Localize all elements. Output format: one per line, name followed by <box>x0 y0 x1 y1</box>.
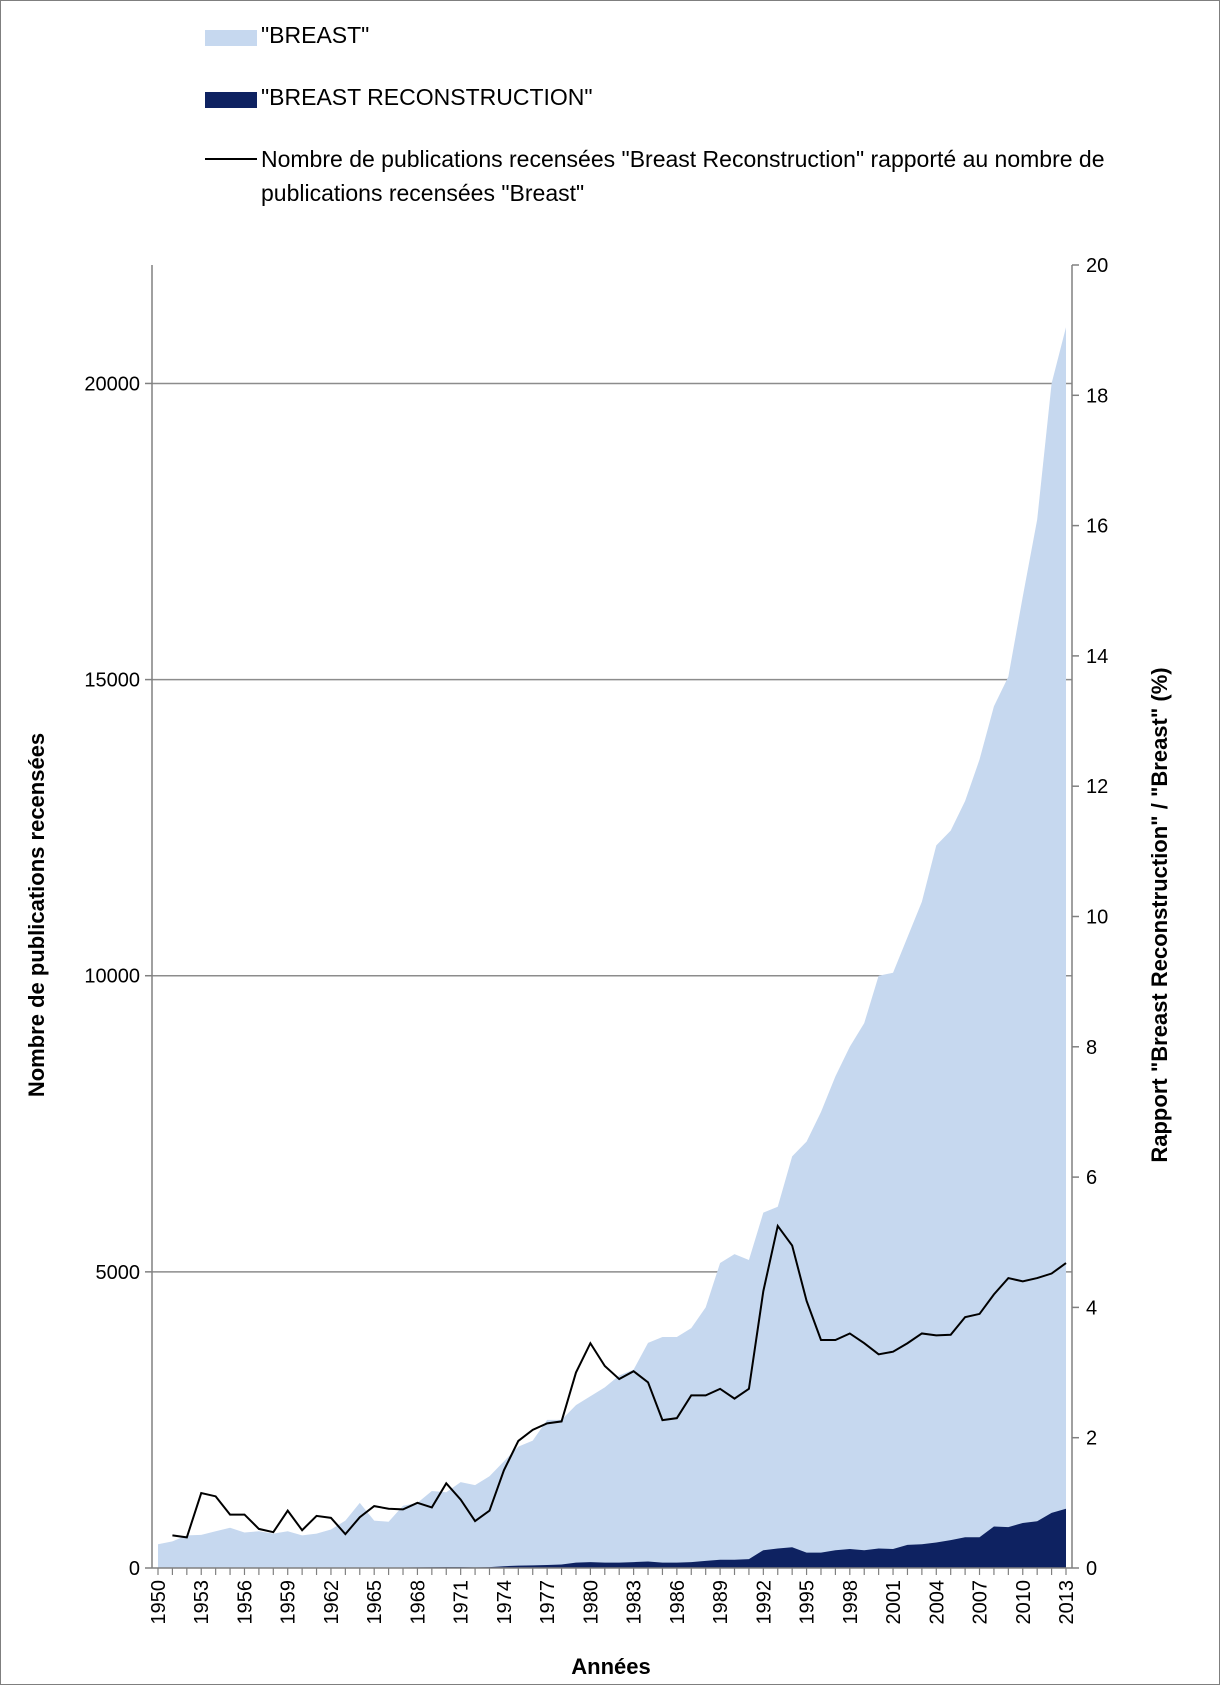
y2-tick-label: 4 <box>1086 1297 1097 1319</box>
x-tick-label: 1986 <box>667 1580 689 1625</box>
y2-tick-label: 6 <box>1086 1167 1097 1189</box>
y2-tick-label: 14 <box>1086 646 1108 668</box>
y2-tick-label: 12 <box>1086 776 1108 798</box>
x-tick-label: 1995 <box>797 1580 819 1625</box>
x-tick-label: 2013 <box>1056 1580 1078 1625</box>
y2-tick-label: 20 <box>1086 255 1108 277</box>
legend-label-ratio: Nombre de publications recensées "Breast… <box>261 146 1105 206</box>
x-tick-label: 1950 <box>148 1580 170 1625</box>
x-tick-label: 1989 <box>710 1580 732 1625</box>
x-tick-label: 1962 <box>321 1580 343 1625</box>
y2-tick-label: 8 <box>1086 1037 1097 1059</box>
x-tick-label: 1968 <box>407 1580 429 1625</box>
legend-label-breast-reconstruction: "BREAST RECONSTRUCTION" <box>261 84 593 110</box>
y-tick-label: 20000 <box>84 373 140 395</box>
y2-tick-label: 18 <box>1086 385 1108 407</box>
x-tick-label: 1974 <box>494 1580 516 1625</box>
y2-tick-label: 2 <box>1086 1428 1097 1450</box>
x-tick-label: 1998 <box>840 1580 862 1625</box>
x-tick-label: 2001 <box>883 1580 905 1625</box>
x-tick-label: 1980 <box>580 1580 602 1625</box>
x-tick-label: 1992 <box>753 1580 775 1625</box>
legend-item-breast-reconstruction: "BREAST RECONSTRUCTION" <box>205 80 593 114</box>
y2-tick-label: 10 <box>1086 907 1108 929</box>
x-tick-label: 1956 <box>234 1580 256 1625</box>
legend-swatch-breast-reconstruction <box>205 92 257 108</box>
legend-swatch-ratio <box>205 158 257 160</box>
breast-area <box>158 327 1066 1569</box>
y-tick-label: 10000 <box>84 966 140 988</box>
x-tick-label: 1965 <box>364 1580 386 1625</box>
breast-reconstruction-area <box>158 1508 1066 1568</box>
ratio-line <box>172 1223 1067 1539</box>
y2-axis-title: Rapport "Breast Reconstruction" / "Breas… <box>1147 667 1172 1162</box>
x-tick-label: 1959 <box>278 1580 300 1625</box>
y2-tick-label: 0 <box>1086 1558 1097 1580</box>
legend-item-breast: "BREAST" <box>205 18 369 52</box>
x-tick-label: 2004 <box>926 1580 948 1625</box>
y2-tick-label: 16 <box>1086 516 1108 538</box>
y-tick-label: 15000 <box>84 670 140 692</box>
legend-item-ratio: Nombre de publications recensées "Breast… <box>205 142 1185 210</box>
x-tick-label: 2010 <box>1013 1580 1035 1625</box>
x-tick-label: 2007 <box>970 1580 992 1625</box>
legend-swatch-breast <box>205 30 257 46</box>
x-tick-label: 1983 <box>624 1580 646 1625</box>
y-tick-label: 0 <box>129 1558 140 1580</box>
x-tick-label: 1971 <box>451 1580 473 1625</box>
y-tick-label: 5000 <box>96 1262 141 1284</box>
x-tick-label: 1953 <box>191 1580 213 1625</box>
x-tick-label: 1977 <box>537 1580 559 1625</box>
x-axis-title: Années <box>571 1654 650 1679</box>
legend-label-breast: "BREAST" <box>261 22 370 48</box>
y-axis-title: Nombre de publications recensées <box>24 733 49 1097</box>
